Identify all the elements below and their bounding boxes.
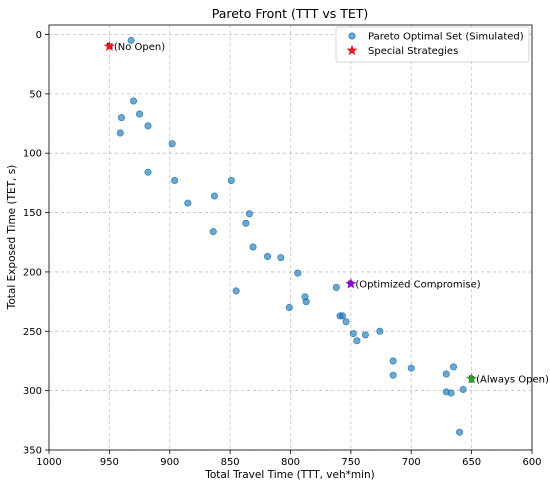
- y-tick-label: 200: [23, 267, 42, 278]
- pareto-point: [361, 331, 369, 339]
- y-tick-label: 250: [23, 327, 42, 338]
- grid-lines: [48, 25, 533, 451]
- pareto-point: [232, 287, 240, 295]
- pareto-point: [245, 210, 253, 218]
- pareto-point: [389, 371, 397, 379]
- pareto-point: [144, 168, 152, 176]
- pareto-point: [442, 370, 450, 378]
- x-tick-label: 1000: [36, 457, 61, 468]
- pareto-point: [117, 114, 125, 122]
- y-tick-label: 350: [23, 446, 42, 457]
- pareto-point: [209, 228, 217, 236]
- pareto-point: [171, 177, 179, 185]
- y-tick-label: 100: [23, 149, 42, 160]
- y-axis-ticks: 0 50 100 150 200 250 300 350: [23, 30, 49, 457]
- y-axis-label: Total Exposed Time (TET, s): [6, 165, 18, 311]
- x-axis-label: Total Travel Time (TTT, veh*min): [204, 469, 375, 481]
- y-tick-label: 300: [23, 386, 42, 397]
- pareto-point: [456, 428, 464, 436]
- pareto-point: [450, 363, 458, 371]
- strategy-label: (Optimized Compromise): [355, 280, 480, 291]
- legend-label-special: Special Strategies: [368, 46, 458, 57]
- pareto-point: [264, 252, 272, 260]
- pareto-point: [210, 192, 218, 200]
- pareto-point: [338, 312, 346, 320]
- pareto-point: [227, 177, 235, 185]
- y-tick-label: 150: [23, 208, 42, 219]
- pareto-point: [459, 385, 467, 393]
- pareto-point: [342, 318, 350, 326]
- pareto-point: [168, 140, 176, 148]
- strategy-label: (No Open): [114, 42, 165, 53]
- pareto-point: [353, 337, 361, 345]
- pareto-point: [302, 298, 310, 306]
- pareto-point: [144, 122, 152, 130]
- pareto-point: [285, 304, 293, 312]
- pareto-point: [376, 327, 384, 335]
- legend-marker-special-star: [346, 44, 358, 56]
- pareto-point: [349, 330, 357, 338]
- x-tick-label: 750: [341, 457, 360, 468]
- x-axis-ticks: 1000 950 900 850 800 750 700 650 600: [36, 450, 542, 468]
- pareto-points: [116, 36, 467, 436]
- pareto-point: [136, 110, 144, 118]
- chart-title: Pareto Front (TTT vs TET): [212, 6, 369, 21]
- pareto-point: [447, 389, 455, 397]
- pareto-point: [127, 36, 135, 44]
- x-tick-label: 950: [100, 457, 119, 468]
- legend-marker-pareto: [348, 32, 356, 40]
- pareto-point: [294, 269, 302, 277]
- legend: Pareto Optimal Set (Simulated) Special S…: [335, 26, 530, 63]
- legend-box: [335, 26, 530, 63]
- pareto-point: [116, 129, 124, 137]
- x-tick-label: 650: [462, 457, 481, 468]
- pareto-point: [332, 283, 340, 291]
- strategy-label: (Always Open): [476, 375, 549, 386]
- pareto-point: [249, 243, 257, 251]
- special-strategy-star: [466, 372, 478, 384]
- pareto-point: [242, 219, 250, 227]
- x-tick-label: 600: [522, 457, 541, 468]
- y-tick-label: 50: [29, 89, 42, 100]
- pareto-point: [407, 364, 415, 372]
- special-strategies: N(No Open)P(Optimized Compromise)B(Alway…: [103, 40, 549, 386]
- special-strategy-star: [345, 278, 357, 289]
- pareto-point: [389, 357, 397, 365]
- x-tick-label: 800: [281, 457, 300, 468]
- x-tick-label: 850: [221, 457, 240, 468]
- pareto-point: [277, 254, 285, 262]
- pareto-point: [184, 199, 192, 207]
- x-tick-label: 900: [160, 457, 179, 468]
- special-strategy-star: [103, 40, 115, 52]
- legend-label-pareto: Pareto Optimal Set (Simulated): [368, 32, 524, 43]
- x-tick-label: 700: [402, 457, 421, 468]
- y-tick-label: 0: [36, 30, 42, 41]
- pareto-point: [130, 97, 138, 105]
